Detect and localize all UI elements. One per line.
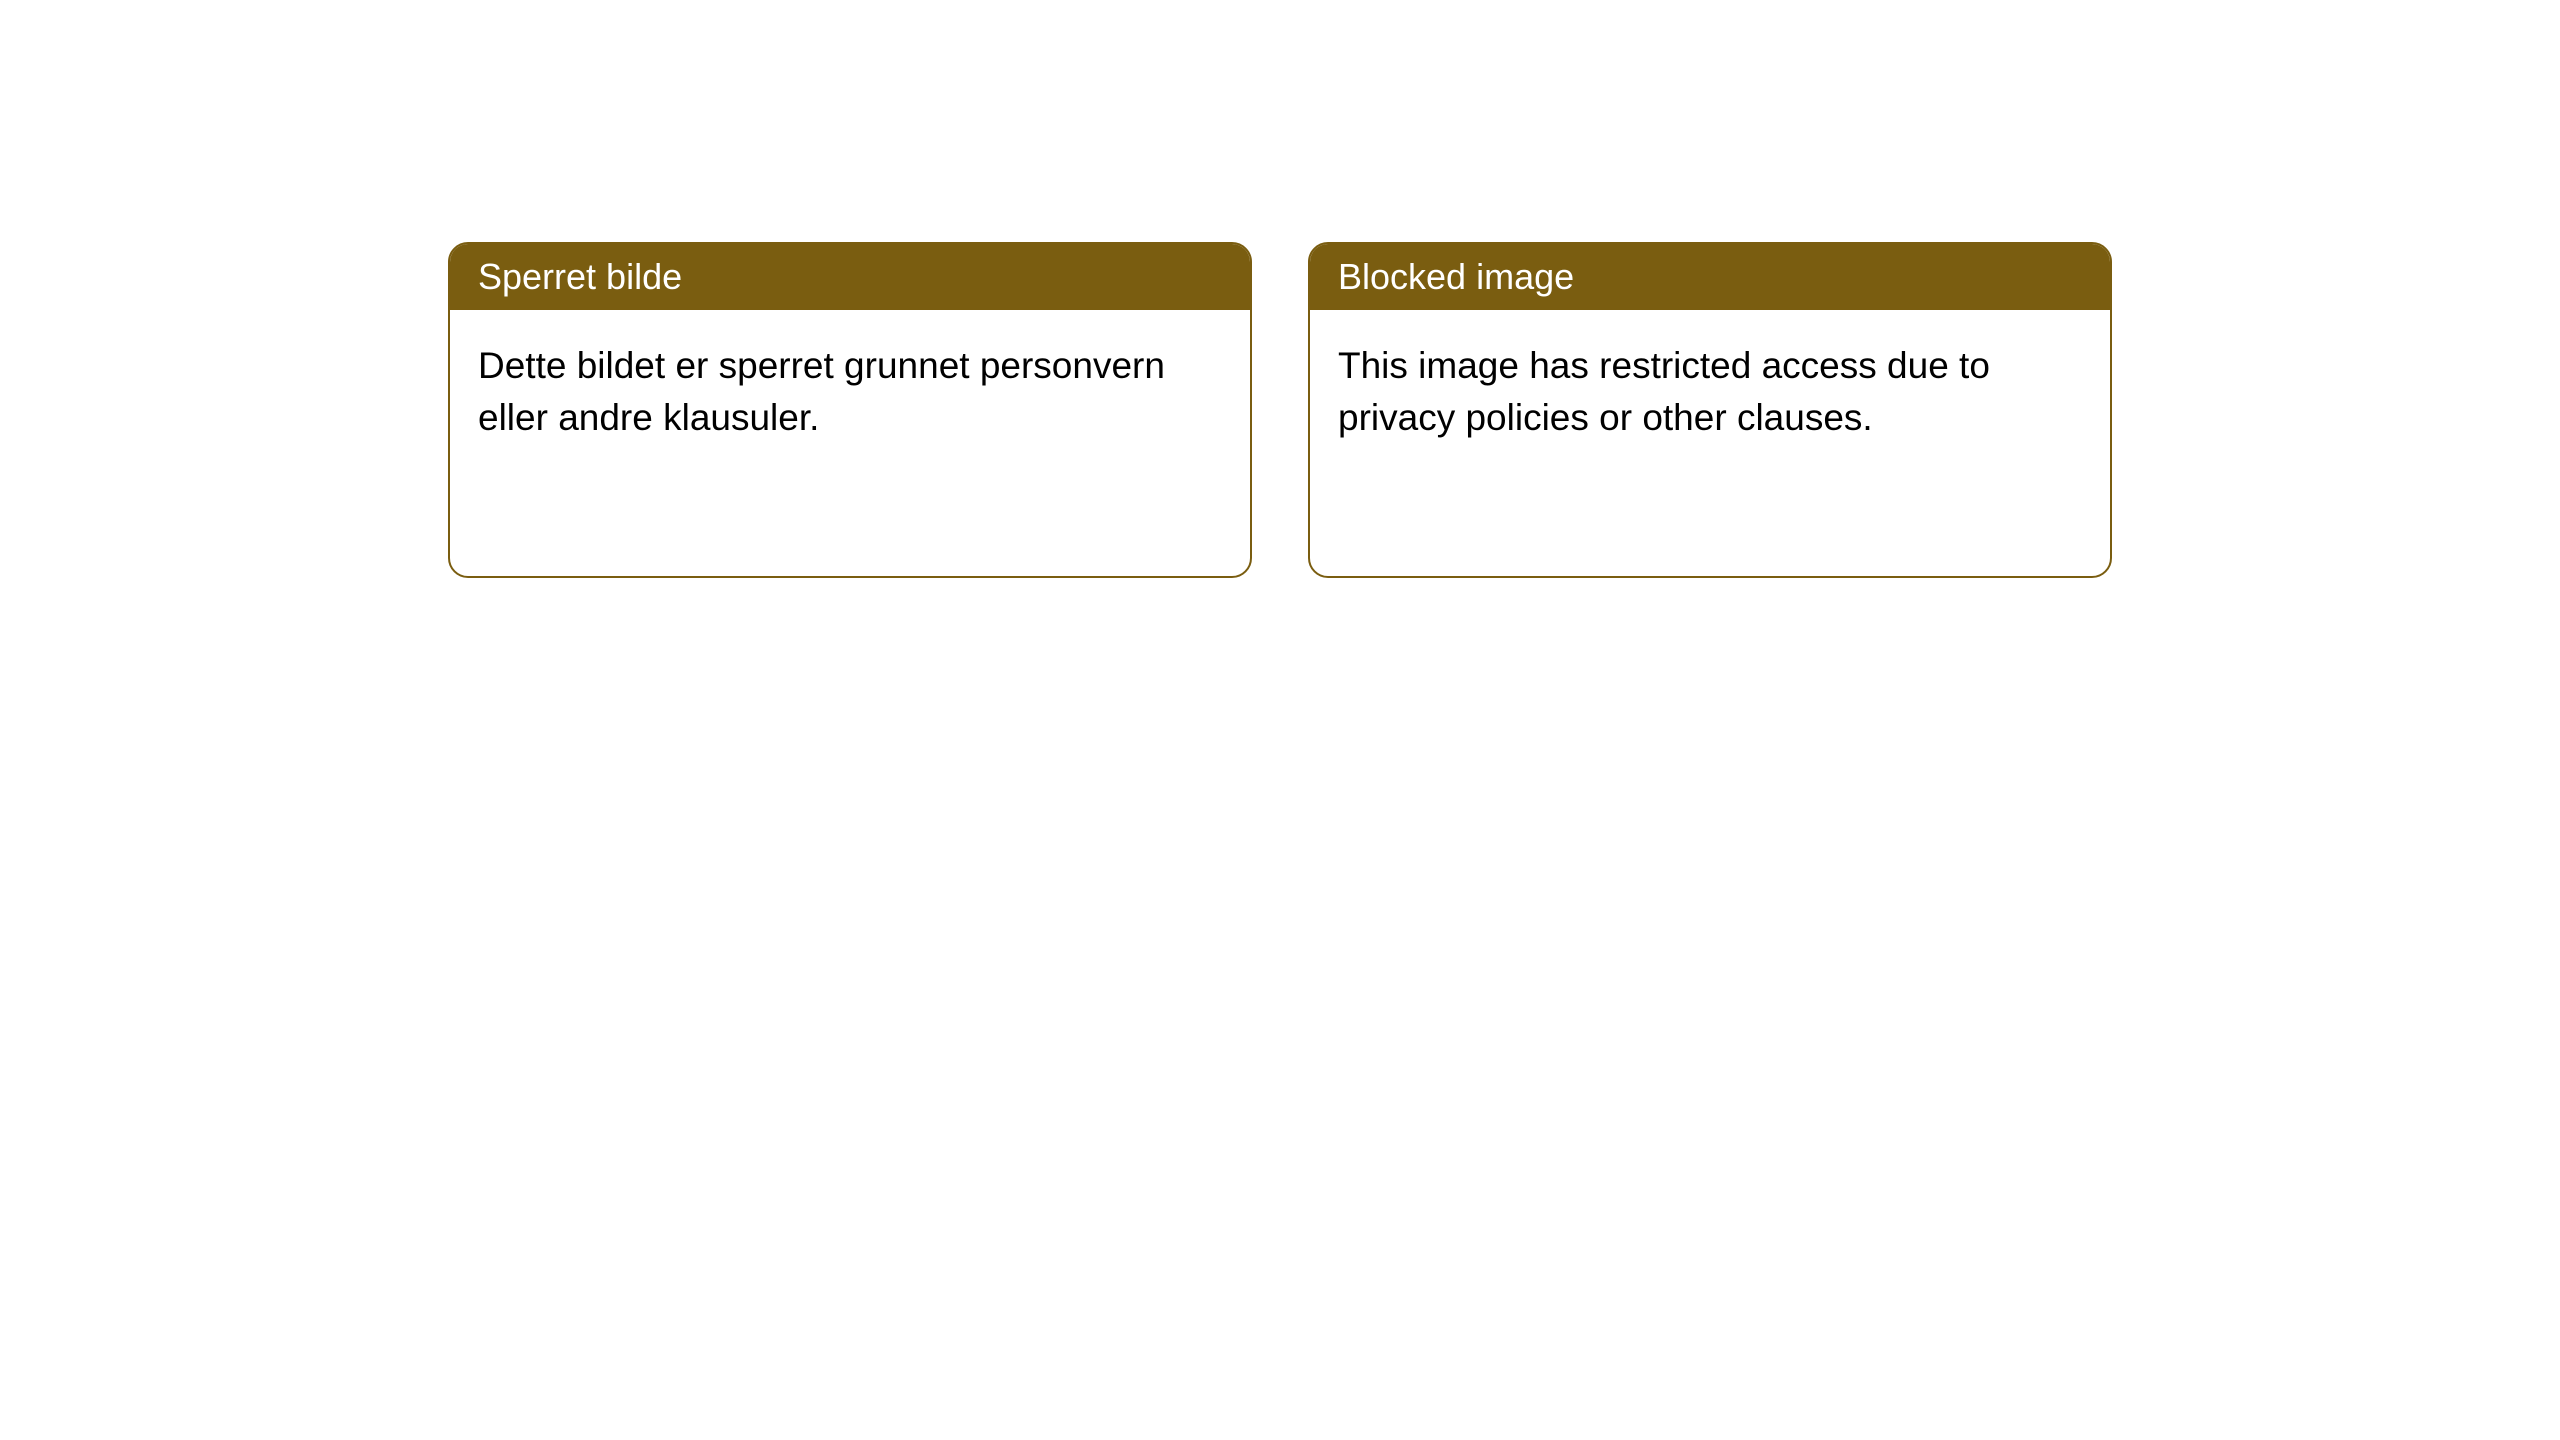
notice-title: Sperret bilde bbox=[478, 256, 682, 297]
notice-header: Sperret bilde bbox=[450, 244, 1250, 310]
notice-card-english: Blocked image This image has restricted … bbox=[1308, 242, 2112, 578]
notice-body: Dette bildet er sperret grunnet personve… bbox=[450, 310, 1250, 474]
notice-header: Blocked image bbox=[1310, 244, 2110, 310]
notice-container: Sperret bilde Dette bildet er sperret gr… bbox=[448, 242, 2112, 578]
notice-text: Dette bildet er sperret grunnet personve… bbox=[478, 345, 1165, 438]
notice-body: This image has restricted access due to … bbox=[1310, 310, 2110, 474]
notice-text: This image has restricted access due to … bbox=[1338, 345, 1990, 438]
notice-title: Blocked image bbox=[1338, 256, 1574, 297]
notice-card-norwegian: Sperret bilde Dette bildet er sperret gr… bbox=[448, 242, 1252, 578]
